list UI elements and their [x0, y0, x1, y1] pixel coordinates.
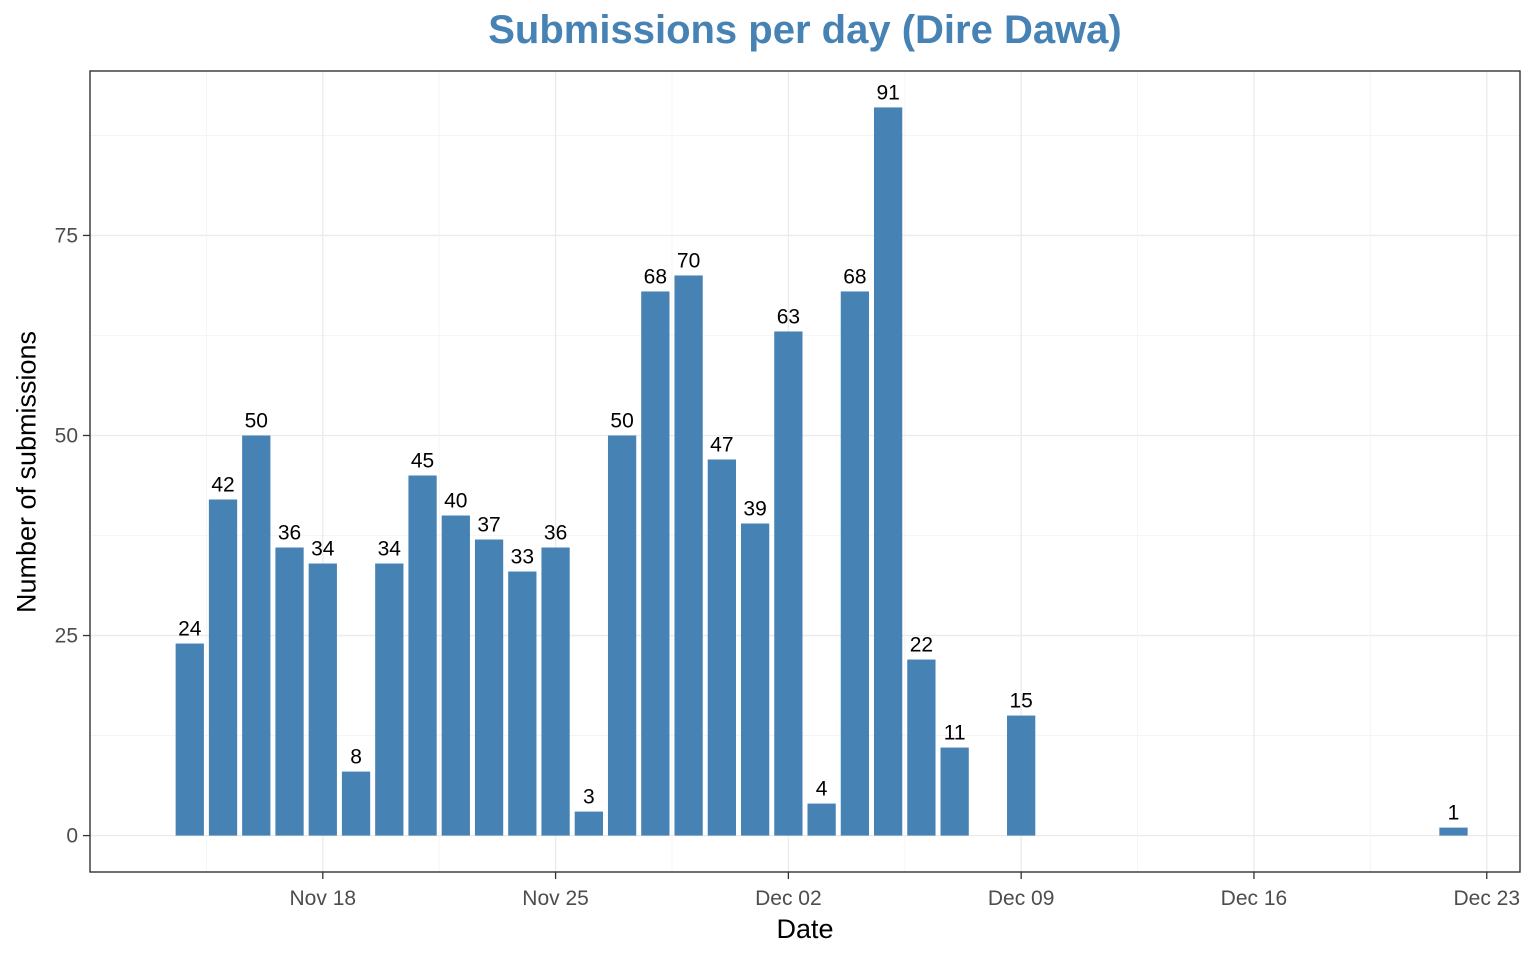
- bar-value-label: 91: [876, 81, 899, 104]
- bar: [1439, 827, 1468, 836]
- bar-value-label: 50: [245, 409, 268, 432]
- bar-value-label: 40: [444, 490, 467, 513]
- bar: [508, 571, 537, 836]
- bar: [940, 747, 969, 836]
- bar-value-label: 34: [378, 538, 402, 561]
- x-tick-label: Nov 25: [522, 887, 589, 910]
- bar-value-label: 4: [816, 778, 828, 801]
- x-tick-label: Dec 02: [755, 887, 822, 910]
- bar: [740, 523, 770, 836]
- bar: [441, 515, 470, 836]
- bar: [242, 435, 271, 836]
- bar-value-label: 24: [178, 618, 202, 641]
- bar-value-label: 36: [544, 522, 567, 545]
- bar: [707, 459, 736, 836]
- bar-value-label: 45: [411, 450, 434, 473]
- bar-value-label: 34: [311, 538, 335, 561]
- grid-lines: [90, 71, 1520, 872]
- y-tick-label: 75: [55, 224, 78, 247]
- bar: [308, 563, 337, 836]
- bar-value-label: 22: [910, 634, 933, 657]
- y-axis-title-text: Number of submissions: [11, 330, 42, 614]
- bar-value-label: 8: [350, 746, 362, 769]
- bar-value-label: 68: [843, 265, 866, 288]
- chart-title: Submissions per day (Dire Dawa): [488, 8, 1122, 52]
- bar: [907, 659, 936, 836]
- bar-value-label: 36: [278, 522, 301, 545]
- bar: [840, 291, 870, 836]
- bar-value-label: 37: [477, 514, 500, 537]
- y-tick-label: 0: [66, 825, 78, 848]
- bar: [774, 331, 803, 836]
- bar-value-label: 39: [743, 498, 766, 521]
- y-tick-label: 50: [55, 424, 78, 447]
- bar: [807, 803, 836, 836]
- x-tick-label: Dec 09: [988, 887, 1055, 910]
- bar-value-label: 70: [677, 249, 700, 272]
- x-tick-label: Dec 23: [1453, 887, 1520, 910]
- bar: [674, 275, 703, 836]
- bar-value-label: 42: [211, 474, 234, 497]
- x-tick-label: Nov 18: [290, 887, 357, 910]
- data-labels: 24 42 50 36 34 8 34 45 40 37 33 36 3 50 68 70 47 39 63 4 68 9…: [178, 81, 1459, 824]
- panel-border: [89, 70, 1521, 873]
- bar: [874, 107, 903, 836]
- bar-value-label: 3: [583, 786, 595, 809]
- bar-value-label: 47: [710, 433, 733, 456]
- bar-value-label: 68: [644, 265, 667, 288]
- bar: [607, 435, 637, 836]
- bar: [408, 475, 437, 836]
- bar: [175, 643, 204, 836]
- bar: [208, 499, 238, 836]
- y-tick-label: 25: [55, 625, 78, 648]
- bars: [175, 107, 1468, 836]
- bar: [375, 563, 404, 836]
- bar: [1007, 715, 1036, 836]
- bar-value-label: 63: [777, 305, 800, 328]
- bar-value-label: 11: [944, 722, 966, 745]
- bar: [574, 811, 603, 836]
- bar: [541, 547, 570, 836]
- bar: [341, 771, 371, 836]
- bar-value-label: 50: [610, 409, 633, 432]
- bar: [474, 539, 504, 836]
- bar-value-label: 33: [511, 546, 534, 569]
- bar-value-label: 15: [1009, 690, 1032, 713]
- axes: 0 25 50 75 Nov 18 Nov 25 Dec 02 Dec 09 Dec 16 Dec…: [55, 224, 1520, 910]
- bar: [641, 291, 670, 836]
- x-tick-label: Dec 16: [1221, 887, 1288, 910]
- bar: [275, 547, 304, 836]
- x-axis-title: Date: [776, 914, 834, 944]
- bar-value-label: 1: [1448, 802, 1460, 825]
